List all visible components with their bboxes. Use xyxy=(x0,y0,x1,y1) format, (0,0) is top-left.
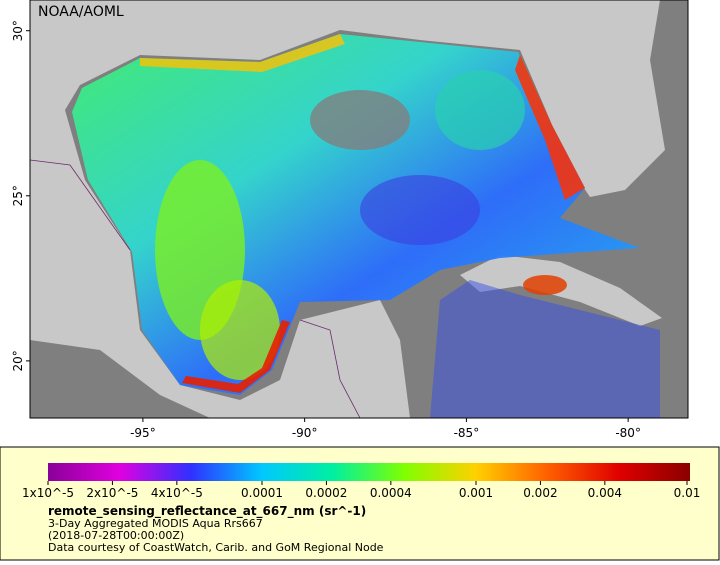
credit: NOAA/AOML xyxy=(38,4,124,20)
map-frame xyxy=(29,0,689,419)
map-area xyxy=(30,0,688,418)
data-patch xyxy=(435,70,525,150)
colorbar-tick-label: 0.001 xyxy=(459,486,493,500)
colorbar-tick-label: 1x10^-5 xyxy=(22,486,74,500)
time: (2018-07-28T00:00:00Z) xyxy=(48,529,184,542)
colorbar-tick-label: 0.0001 xyxy=(241,486,283,500)
data-patch xyxy=(200,280,280,380)
x-tick-label: -95° xyxy=(130,426,156,440)
colorbar-tick-label: 0.002 xyxy=(523,486,557,500)
data-patch xyxy=(430,280,660,418)
coastal-high xyxy=(523,275,567,295)
y-tick-label: 25° xyxy=(11,185,25,206)
axes: -95° -90° -85° -80° 20° 25° 30° xyxy=(11,20,641,440)
no-data-patch xyxy=(310,90,410,150)
colorbar-tick-label: 2x10^-5 xyxy=(86,486,138,500)
colorbar xyxy=(48,463,690,481)
colorbar-tick-label: 0.004 xyxy=(588,486,622,500)
coastal-high xyxy=(140,34,345,72)
source: Data courtesy of CoastWatch, Carib. and … xyxy=(48,541,384,554)
data-patch xyxy=(360,175,480,245)
description: 3-Day Aggregated MODIS Aqua Rrs667 xyxy=(48,517,263,530)
x-tick-label: -85° xyxy=(454,426,480,440)
variable-name: remote_sensing_reflectance_at_667_nm (sr… xyxy=(48,504,366,519)
x-tick-label: -80° xyxy=(615,426,641,440)
x-tick-label: -90° xyxy=(292,426,318,440)
coastal-high xyxy=(515,55,585,200)
border xyxy=(299,319,361,418)
border xyxy=(30,159,131,251)
colorbar-tick-label: 0.01 xyxy=(674,486,701,500)
land-pacific xyxy=(30,340,210,418)
y-tick-label: 30° xyxy=(11,20,25,41)
colorbar-ticks: 1x10^-5 2x10^-5 4x10^-5 0.0001 0.0002 0.0004 0… xyxy=(22,481,700,500)
colorbar-tick-label: 4x10^-5 xyxy=(151,486,203,500)
colorbar-tick-label: 0.0002 xyxy=(305,486,347,500)
coastal-high xyxy=(182,320,290,393)
y-tick-label: 20° xyxy=(11,350,25,371)
colorbar-tick-label: 0.0004 xyxy=(370,486,412,500)
